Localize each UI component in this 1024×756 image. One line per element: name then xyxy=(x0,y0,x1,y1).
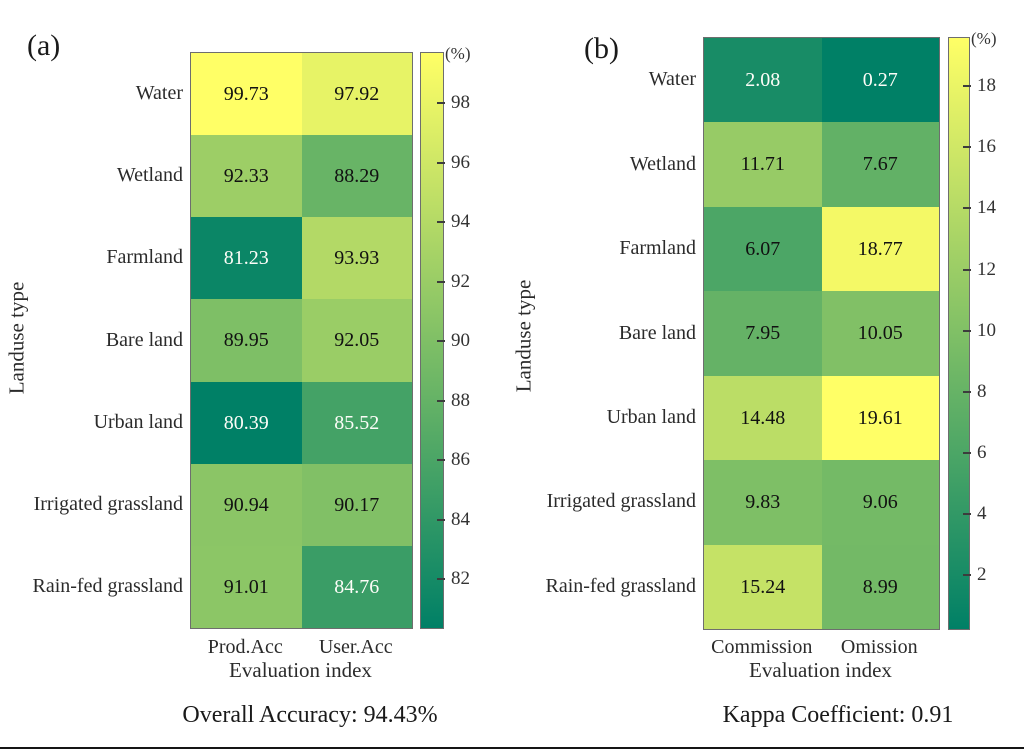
colorbar-tick xyxy=(437,280,445,283)
panel-letter: (b) xyxy=(584,32,619,65)
colorbar-tick-label: 86 xyxy=(451,449,470,471)
heatmap-cell: 19.61 xyxy=(821,375,939,461)
row-label: Urban land xyxy=(606,405,696,428)
row-label: Rain-fed grassland xyxy=(32,574,183,597)
colorbar-tick xyxy=(437,102,445,105)
colorbar-tick-label: 92 xyxy=(451,270,470,292)
heatmap-cell: 89.95 xyxy=(191,299,302,382)
heatmap-cell: 8.99 xyxy=(821,544,939,629)
heatmap-cell: 0.27 xyxy=(821,38,939,123)
heatmap-cell: 97.92 xyxy=(301,53,412,136)
colorbar-tick xyxy=(963,390,971,393)
heatmap-cell: 7.95 xyxy=(704,291,822,376)
heatmap-cell: 91.01 xyxy=(191,545,302,628)
heatmap-cell: 92.33 xyxy=(191,135,302,218)
row-label: Wetland xyxy=(629,152,696,175)
colorbar-tick xyxy=(963,207,971,210)
panel-letter: (a) xyxy=(27,29,61,62)
colorbar-tick-label: 96 xyxy=(451,151,470,173)
heatmap: 99.73 97.92 92.33 88.29 81.23 93.93 89.95 92.05… xyxy=(190,52,413,629)
colorbar-tick-label: 2 xyxy=(977,564,987,586)
row-label: Bare land xyxy=(105,328,183,351)
heatmap-cell: 99.73 xyxy=(191,53,302,136)
heatmap-cell: 85.52 xyxy=(301,381,412,464)
column-label: Omission xyxy=(840,636,918,658)
row-label: Irrigated grassland xyxy=(33,492,183,515)
x-axis-label: Evaluation index xyxy=(749,658,892,682)
colorbar-tick-label: 18 xyxy=(977,75,996,97)
row-label: Water xyxy=(648,68,696,91)
bottom-border-line xyxy=(0,747,1024,749)
colorbar-tick xyxy=(963,268,971,271)
colorbar-tick-label: 10 xyxy=(977,319,996,341)
column-label: Commission xyxy=(711,636,813,658)
row-label: Water xyxy=(135,82,183,105)
colorbar-tick xyxy=(437,578,445,581)
heatmap-cell: 80.39 xyxy=(191,381,302,464)
heatmap-cell: 18.77 xyxy=(821,206,939,292)
column-label: User.Acc xyxy=(318,636,393,658)
heatmap-cell: 81.23 xyxy=(191,217,302,300)
colorbar-tick-label: 84 xyxy=(451,508,470,530)
heatmap-cell: 9.83 xyxy=(704,460,822,545)
colorbar-tick-label: 12 xyxy=(977,258,996,280)
colorbar-tick-label: 14 xyxy=(977,197,996,219)
colorbar-tick xyxy=(963,85,971,88)
colorbar-tick xyxy=(437,459,445,462)
colorbar-tick-label: 16 xyxy=(977,136,996,158)
colorbar-tick xyxy=(963,329,971,332)
heatmap-cell: 10.05 xyxy=(821,291,939,376)
heatmap-cell: 7.67 xyxy=(821,122,939,207)
overall-accuracy-text: Overall Accuracy: 94.43% xyxy=(182,702,438,728)
colorbar-tick-label: 4 xyxy=(977,503,987,525)
heatmap-cell: 9.06 xyxy=(821,460,939,545)
colorbar-tick xyxy=(963,451,971,454)
row-label: Rain-fed grassland xyxy=(545,574,696,597)
heatmap-cell: 11.71 xyxy=(704,122,822,207)
colorbar-tick-label: 94 xyxy=(451,211,470,233)
colorbar-tick xyxy=(437,340,445,343)
colorbar-tick-label: 8 xyxy=(977,380,987,402)
colorbar-unit-label: (%) xyxy=(971,29,997,48)
colorbar-tick xyxy=(963,574,971,577)
heatmap-cell: 93.93 xyxy=(301,217,412,300)
heatmap-cell: 14.48 xyxy=(704,375,822,461)
colorbar-tick xyxy=(437,399,445,402)
colorbar-tick-label: 98 xyxy=(451,92,470,114)
heatmap: 2.08 0.27 11.71 7.67 6.07 18.77 7.95 10.05 14.48… xyxy=(703,37,940,630)
row-label: Farmland xyxy=(106,246,183,269)
heatmap-cell: 84.76 xyxy=(301,545,412,628)
kappa-coefficient-text: Kappa Coefficient: 0.91 xyxy=(722,702,954,728)
heatmap-cell: 90.94 xyxy=(191,463,302,546)
colorbar-tick-label: 90 xyxy=(451,330,470,352)
colorbar-tick-label: 82 xyxy=(451,568,470,590)
colorbar xyxy=(948,37,970,630)
colorbar-tick-label: 88 xyxy=(451,389,470,411)
colorbar-tick xyxy=(963,513,971,516)
heatmap-cell: 6.07 xyxy=(704,206,822,292)
colorbar-tick xyxy=(437,221,445,224)
row-label: Wetland xyxy=(116,164,183,187)
x-axis-label: Evaluation index xyxy=(229,658,372,682)
heatmap-cell: 2.08 xyxy=(704,38,822,123)
colorbar-tick xyxy=(963,146,971,149)
heatmap-cell: 15.24 xyxy=(704,544,822,629)
heatmap-cell: 90.17 xyxy=(301,463,412,546)
colorbar-tick xyxy=(437,518,445,521)
heatmap-cell: 88.29 xyxy=(301,135,412,218)
row-label: Bare land xyxy=(618,321,696,344)
row-label: Urban land xyxy=(93,410,183,433)
row-label: Farmland xyxy=(619,237,696,260)
colorbar-unit-label: (%) xyxy=(445,44,471,63)
row-label: Irrigated grassland xyxy=(546,490,696,513)
column-label: Prod.Acc xyxy=(207,636,283,658)
colorbar-tick xyxy=(437,161,445,164)
heatmap-cell: 92.05 xyxy=(301,299,412,382)
colorbar-tick-label: 6 xyxy=(977,441,987,463)
